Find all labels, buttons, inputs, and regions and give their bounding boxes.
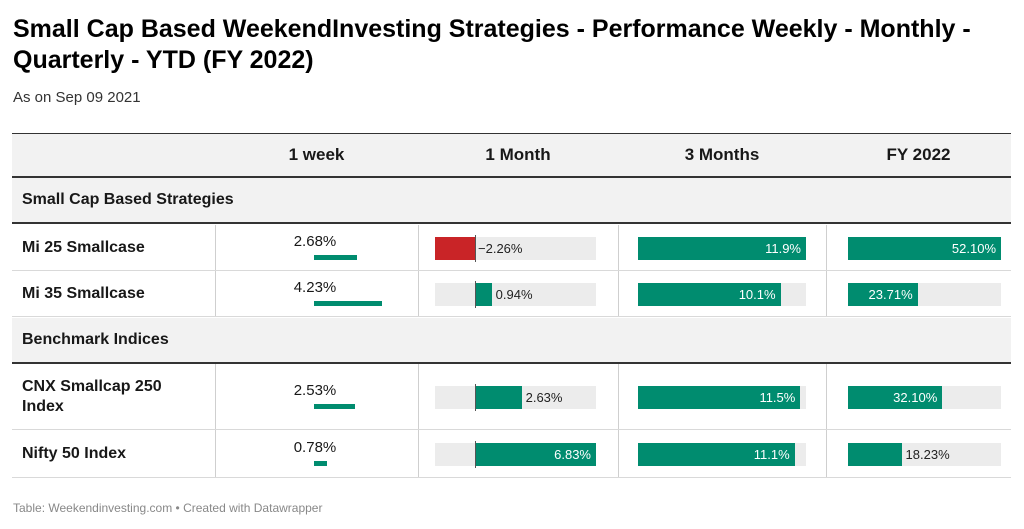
month-value: 0.94% xyxy=(495,286,533,302)
week-value: 2.53% xyxy=(293,382,337,399)
week-bar xyxy=(314,255,358,260)
fy-value: 18.23% xyxy=(905,446,950,462)
row-label: CNX Smallcap 250 Index xyxy=(22,378,162,415)
column-divider xyxy=(418,225,419,270)
quarter-value: 11.1% xyxy=(753,446,790,462)
fy-value: 52.10% xyxy=(951,240,996,256)
quarter-value: 10.1% xyxy=(738,286,776,302)
table-row: Nifty 50 Index 0.78% 6.83% 11.1% 18.23% xyxy=(12,430,1011,478)
table-header: 1 week 1 Month 3 Months FY 2022 xyxy=(12,134,1011,178)
column-divider xyxy=(418,271,419,316)
month-track: 0.94% xyxy=(435,280,596,308)
quarter-track: 10.1% xyxy=(638,282,806,306)
month-track: 2.63% xyxy=(435,383,596,411)
quarter-bar xyxy=(638,236,806,260)
page-subtitle: As on Sep 09 2021 xyxy=(13,89,141,106)
column-header-fy-2022: FY 2022 xyxy=(886,145,951,164)
column-header-1-month: 1 Month xyxy=(485,145,551,164)
month-bar xyxy=(475,442,596,466)
source-footer: Table: Weekendinvesting.com • Created wi… xyxy=(13,501,323,515)
table-row: Mi 35 Smallcase 4.23% 0.94% 10.1% 23.71% xyxy=(12,271,1011,317)
month-bar xyxy=(435,236,476,260)
column-divider xyxy=(618,271,619,316)
quarter-track: 11.5% xyxy=(638,385,806,409)
zero-line xyxy=(475,440,477,468)
row-label: Mi 25 Smallcase xyxy=(22,239,145,256)
column-divider xyxy=(418,364,419,429)
column-divider xyxy=(618,225,619,270)
column-divider xyxy=(826,364,827,429)
table-row: CNX Smallcap 250 Index 2.53% 2.63% 11.5% 32.… xyxy=(12,364,1011,430)
quarter-value: 11.5% xyxy=(759,389,796,405)
week-bar xyxy=(314,301,382,306)
column-header-name xyxy=(12,134,215,176)
fy-track: 23.71% xyxy=(848,282,1001,306)
table-row: Mi 25 Smallcase 2.68% −2.26% 11.9% 52.10% xyxy=(12,225,1011,271)
column-header-3-months: 3 Months xyxy=(684,145,760,164)
column-divider xyxy=(215,364,216,429)
fy-bar xyxy=(848,282,918,306)
quarter-track: 11.1% xyxy=(638,442,806,466)
column-header-1-week: 1 week xyxy=(288,145,345,164)
week-value: 4.23% xyxy=(293,279,337,296)
fy-bar xyxy=(848,385,943,409)
column-divider xyxy=(215,430,216,477)
column-divider xyxy=(826,225,827,270)
month-value: 6.83% xyxy=(554,446,591,462)
page-title: Small Cap Based WeekendInvesting Strateg… xyxy=(13,15,971,74)
column-divider xyxy=(215,271,216,316)
column-divider xyxy=(618,364,619,429)
column-divider xyxy=(215,225,216,270)
group-label: Benchmark Indices xyxy=(22,331,169,348)
quarter-value: 11.9% xyxy=(765,240,801,256)
fy-track: 18.23% xyxy=(848,442,1001,466)
row-label: Nifty 50 Index xyxy=(22,445,127,462)
group-label: Small Cap Based Strategies xyxy=(22,191,234,208)
fy-value: 32.10% xyxy=(893,389,938,405)
column-divider xyxy=(418,430,419,477)
group-row: Small Cap Based Strategies xyxy=(12,178,1011,224)
fy-track: 52.10% xyxy=(848,236,1001,260)
quarter-bar xyxy=(638,442,795,466)
performance-table: 1 week 1 Month 3 Months FY 2022 Small Ca… xyxy=(12,133,1011,478)
week-value: 0.78% xyxy=(293,439,337,456)
month-value: −2.26% xyxy=(478,240,523,256)
quarter-bar xyxy=(638,385,801,409)
week-bar xyxy=(314,461,327,466)
zero-line xyxy=(475,383,477,411)
column-divider xyxy=(618,430,619,477)
week-value: 2.68% xyxy=(293,233,337,250)
month-bar xyxy=(475,385,522,409)
month-track: −2.26% xyxy=(435,234,596,262)
week-bar xyxy=(314,404,355,409)
fy-bar xyxy=(848,442,902,466)
zero-line xyxy=(475,234,477,262)
column-divider xyxy=(826,271,827,316)
month-value: 2.63% xyxy=(525,389,563,405)
group-row: Benchmark Indices xyxy=(12,318,1011,364)
month-track: 6.83% xyxy=(435,440,596,468)
fy-bar xyxy=(848,236,1001,260)
zero-line xyxy=(475,280,477,308)
fy-value: 23.71% xyxy=(868,286,913,302)
fy-track: 32.10% xyxy=(848,385,1001,409)
quarter-track: 11.9% xyxy=(638,236,806,260)
column-divider xyxy=(826,430,827,477)
month-bar xyxy=(475,282,492,306)
row-label: Mi 35 Smallcase xyxy=(22,285,145,302)
quarter-bar xyxy=(638,282,781,306)
